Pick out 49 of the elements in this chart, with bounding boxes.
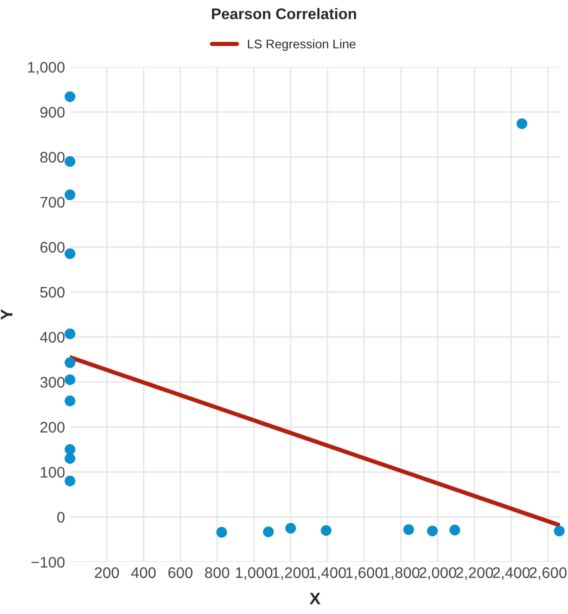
x-tick-label: 200	[94, 567, 119, 578]
legend-label: LS Regression Line	[248, 39, 356, 51]
y-tick-label: 0	[57, 512, 65, 523]
point	[449, 524, 460, 536]
point	[64, 156, 76, 167]
x-tick-label: 2,200	[456, 567, 494, 580]
y-tick-label: 900	[40, 106, 65, 118]
y-tick-label: −100	[31, 556, 65, 568]
point	[64, 357, 76, 368]
point	[64, 328, 76, 340]
y-tick-label: 400	[40, 332, 65, 343]
y-tick-label: 800	[40, 152, 65, 163]
x-tick-label: 2,600	[530, 567, 567, 580]
x-tick-label: 600	[168, 567, 192, 578]
point	[285, 522, 296, 534]
x-tick-label: 1,800	[383, 567, 420, 580]
point	[64, 444, 76, 455]
x-tick-label: 2,400	[492, 567, 530, 580]
point	[516, 118, 528, 130]
point	[427, 526, 438, 536]
point	[64, 189, 76, 200]
point	[320, 525, 332, 536]
y-tick-label: 200	[40, 422, 65, 433]
x-tick-label: 1,200	[272, 567, 310, 580]
point	[64, 91, 76, 102]
chart-title: Pearson Correlation	[212, 8, 356, 20]
point	[64, 453, 76, 464]
x-axis-title: X	[310, 592, 320, 604]
point	[64, 476, 76, 486]
x-tick-label: 1,600	[346, 567, 383, 580]
y-tick-label: 100	[40, 466, 65, 478]
point	[554, 526, 565, 536]
point	[64, 396, 76, 406]
point	[403, 524, 414, 535]
y-tick-label: 300	[40, 376, 65, 388]
y-axis-title: Y	[0, 309, 12, 320]
point	[64, 374, 76, 386]
y-tick-label: 1,000	[28, 62, 65, 74]
x-tick-label: 400	[131, 567, 156, 578]
point	[64, 248, 76, 260]
x-tick-label: 2,000	[419, 567, 456, 580]
point	[216, 526, 228, 538]
x-tick-label: 1,000	[236, 567, 272, 580]
x-tick-label: 1,400	[309, 567, 346, 580]
y-tick-label: 500	[40, 286, 65, 298]
y-tick-label: 600	[40, 242, 65, 253]
point	[263, 526, 274, 538]
y-tick-label: 700	[40, 196, 65, 208]
x-tick-label: 800	[205, 567, 230, 578]
